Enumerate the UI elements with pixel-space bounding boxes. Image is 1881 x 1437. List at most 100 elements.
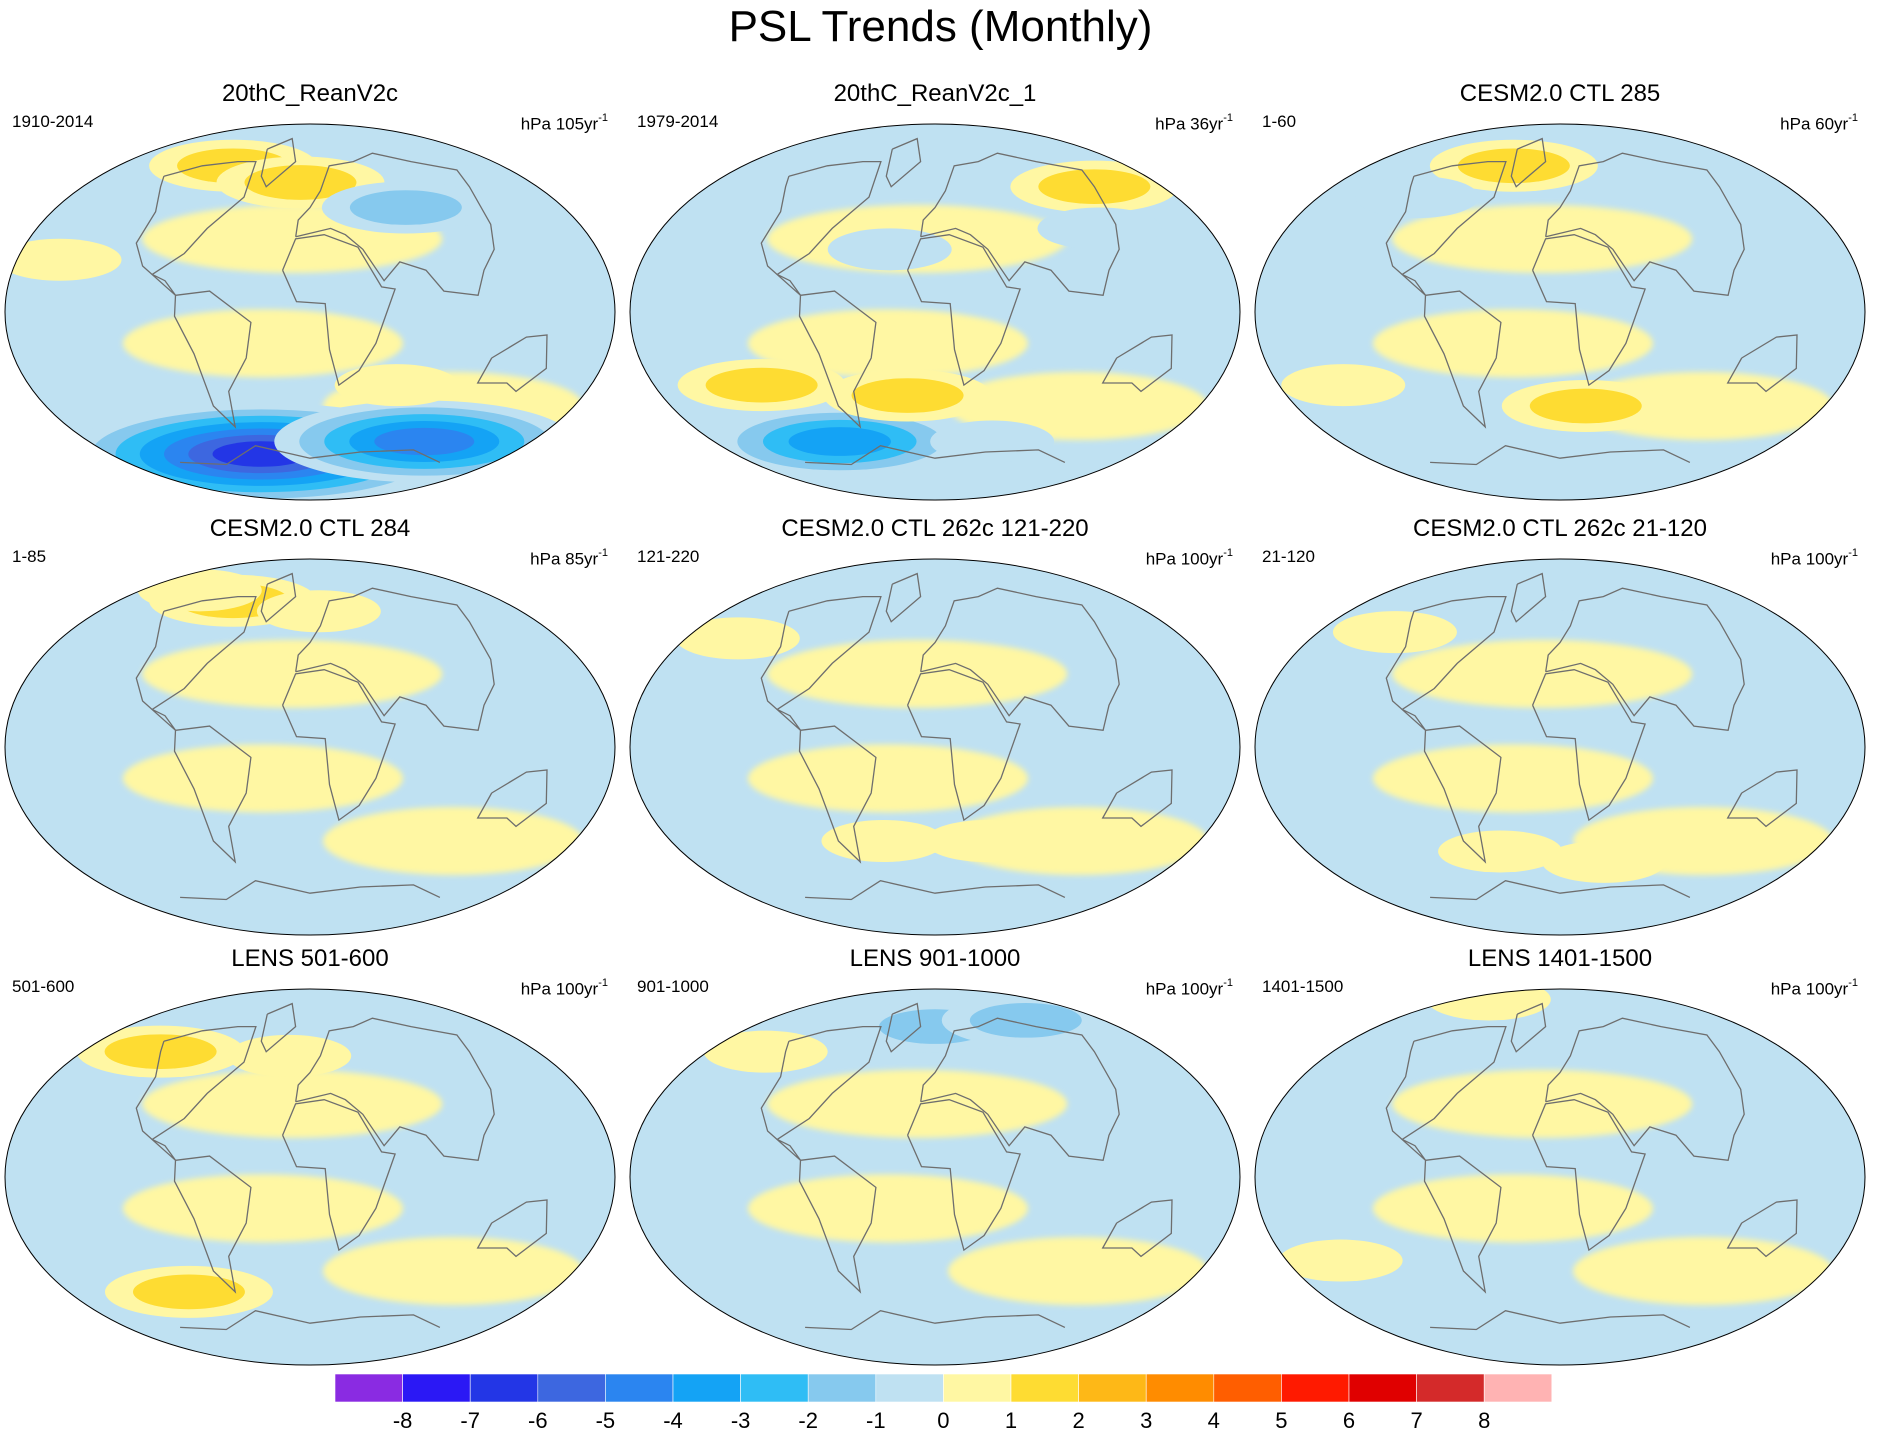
trend-contour (1542, 840, 1667, 883)
map-panel: LENS 901-1000 901-1000 hPa 100yr-1 (625, 945, 1245, 1366)
coastline (885, 572, 922, 623)
trend-contour (1037, 207, 1162, 250)
weak-trend-band (1392, 1069, 1693, 1138)
weak-trend-band (1573, 1237, 1834, 1305)
panel-units-exponent: -1 (1223, 547, 1233, 559)
coastline (281, 669, 396, 822)
trend-contour (1393, 1285, 1518, 1328)
coastline (260, 572, 297, 623)
trend-contour (244, 165, 357, 200)
coastline (295, 587, 495, 732)
colorbar-box (1145, 1373, 1215, 1403)
panel-units-text: hPa 105yr (520, 114, 599, 134)
trend-contour (137, 569, 262, 612)
panel-period: 501-600 (12, 977, 75, 996)
weak-trend-band (142, 639, 443, 708)
panel-units-exponent: -1 (598, 547, 608, 559)
map-panel: CESM2.0 CTL 262c 21-120 21-120 hPa 100yr-1 (1250, 515, 1870, 936)
map-border (629, 558, 1241, 936)
map-border (4, 558, 616, 936)
panel-period: 1910-2014 (12, 112, 94, 131)
coastline (281, 234, 396, 387)
panel-units-text: hPa 100yr (1145, 549, 1224, 569)
panel-units-exponent: -1 (598, 112, 608, 124)
panel-period: 1979-2014 (637, 112, 719, 131)
colorbar-box (1416, 1373, 1485, 1403)
trend-contour (349, 190, 462, 225)
panel-title: LENS 1401-1500 (1467, 945, 1653, 972)
coastline (1101, 334, 1173, 393)
coastline (760, 1025, 882, 1161)
trend-contour (851, 378, 964, 413)
coastline (1510, 572, 1547, 623)
coastline (1385, 160, 1507, 296)
coastline (476, 1199, 548, 1258)
panel-units-text: hPa 36yr (1155, 114, 1224, 134)
colorbar-label: 1 (1005, 1408, 1017, 1433)
coastline (476, 769, 548, 828)
colorbar-box (1483, 1373, 1553, 1403)
panel-units-text: hPa 60yr (1780, 114, 1849, 134)
trend-contour (1332, 611, 1457, 654)
map-panel: CESM2.0 CTL 284 1-85 hPa 85yr-1 (0, 515, 620, 936)
panel-units-text: hPa 100yr (1770, 979, 1849, 999)
coastline (281, 1099, 396, 1252)
panel-period: 1-60 (1262, 112, 1297, 131)
coastline (1423, 725, 1502, 864)
panel-units: hPa 100yr-1 (1146, 545, 1233, 570)
coastline (1510, 137, 1547, 188)
coastline (798, 725, 877, 864)
weak-trend-band (767, 1069, 1068, 1138)
weak-trend-band (323, 1237, 584, 1305)
map-panel: CESM2.0 CTL 285 1-60 hPa 60yr-1 (1250, 80, 1870, 501)
coastline (1726, 769, 1798, 828)
trend-contour (924, 820, 1049, 862)
trend-contour (132, 1274, 245, 1310)
map-plot (1254, 123, 1866, 501)
coastline (760, 595, 882, 731)
trend-contour (705, 367, 818, 403)
panel-units-text: hPa 85yr (530, 549, 599, 569)
colorbar-label: 6 (1343, 1408, 1355, 1433)
panel-title: LENS 501-600 (231, 945, 389, 972)
coastline (295, 1017, 495, 1162)
weak-trend-band (767, 639, 1068, 708)
colorbar-box (334, 1373, 403, 1403)
colorbar: -8 -7 -6 -5 -4 -3 -2 -1 0 1 2 3 4 5 6 7 8 (334, 1373, 1553, 1433)
map-border (629, 123, 1241, 501)
panel-title: CESM2.0 CTL 262c 21-120 (1413, 515, 1707, 542)
trend-contour (1354, 176, 1479, 219)
trend-contour (675, 617, 800, 660)
panel-title: 20thC_ReanV2c (221, 80, 399, 107)
panel-units: hPa 100yr-1 (1771, 545, 1858, 570)
trend-contour (402, 820, 527, 862)
coastline (180, 880, 441, 901)
coastline (1545, 152, 1745, 297)
coastline (1101, 1199, 1173, 1258)
coastline (805, 1310, 1066, 1331)
map-border (1254, 123, 1866, 501)
coastline (173, 725, 252, 864)
trend-contour (1529, 388, 1642, 424)
coastline (885, 1002, 922, 1053)
colorbar-box (807, 1373, 877, 1403)
coastline (1430, 445, 1691, 466)
map-panel: CESM2.0 CTL 262c 121-220 121-220 hPa 100yr… (625, 515, 1245, 936)
panel-units: hPa 105yr-1 (521, 110, 608, 135)
colorbar-label: 0 (937, 1408, 949, 1433)
coastline (173, 290, 252, 429)
map-plot (629, 558, 1241, 936)
map-border (4, 123, 616, 501)
coastline (1385, 1025, 1507, 1161)
trend-contour (813, 1281, 938, 1324)
coastline (173, 1155, 252, 1294)
panel-units: hPa 36yr-1 (1155, 110, 1233, 135)
panel-period: 1401-1500 (1262, 977, 1344, 996)
chart-title: PSL Trends (Monthly) (728, 2, 1153, 51)
trend-contour (1426, 989, 1551, 1021)
colorbar-label: 5 (1275, 1408, 1287, 1433)
coastline (920, 587, 1120, 732)
colorbar-box (1213, 1373, 1282, 1403)
panel-units-text: hPa 100yr (1145, 979, 1224, 999)
weak-trend-band (142, 1069, 443, 1138)
